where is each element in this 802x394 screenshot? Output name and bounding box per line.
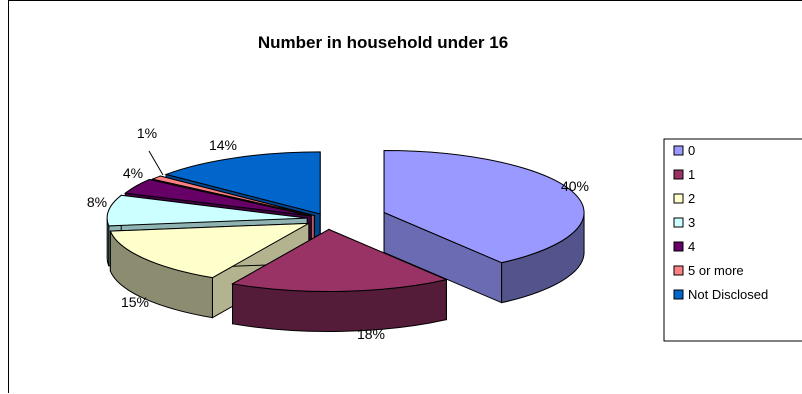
- legend-box: [663, 138, 802, 342]
- slice-7-percent-label: 14%: [209, 137, 237, 153]
- slice-1-top: [383, 150, 585, 264]
- legend: 0 1 2 3 4 5 or more Not Disclosed: [663, 138, 802, 342]
- legend-label-2: 1: [688, 167, 695, 182]
- legend-label-4: 3: [688, 215, 695, 230]
- legend-label-5: 4: [688, 239, 695, 254]
- chart-title: Number in household under 16: [258, 33, 508, 52]
- slice-2-top: [231, 228, 449, 292]
- slice-4-top: [106, 194, 308, 227]
- slice-2-percent-label: 18%: [357, 326, 385, 342]
- legend-label-3: 2: [688, 191, 695, 206]
- legend-swatch-2: [673, 169, 684, 180]
- slice-6-top: [150, 175, 315, 217]
- pie-slices: [106, 150, 585, 332]
- legend-swatch-3: [673, 193, 684, 204]
- legend-swatch-5: [673, 241, 684, 252]
- pie-labels: 40% 18% 15% 8% 4% 1% 14%: [87, 125, 589, 342]
- slice-5-top: [124, 178, 312, 217]
- slice-5-percent-label: 4%: [123, 165, 143, 181]
- legend-label-6: 5 or more: [688, 263, 744, 278]
- slice-1-percent-label: 40%: [561, 178, 589, 194]
- pie-chart: Number in household under 16 40% 18% 15% 8%…: [87, 33, 802, 342]
- chart-area: Number in household under 16 40% 18% 15% 8%…: [8, 0, 802, 393]
- slice-3-top: [109, 222, 310, 279]
- slice-4-percent-label: 8%: [87, 194, 107, 210]
- slice-6-leader-line: [148, 150, 164, 176]
- slice-3-percent-label: 15%: [121, 294, 149, 310]
- slice-6-percent-label: 1%: [137, 125, 157, 141]
- legend-swatch-7: [673, 289, 684, 300]
- legend-swatch-6: [673, 265, 684, 276]
- legend-swatch-4: [673, 217, 684, 228]
- legend-label-7: Not Disclosed: [688, 287, 768, 302]
- legend-label-1: 0: [688, 143, 695, 158]
- slice-7-top: [164, 151, 321, 215]
- legend-swatch-1: [673, 145, 684, 156]
